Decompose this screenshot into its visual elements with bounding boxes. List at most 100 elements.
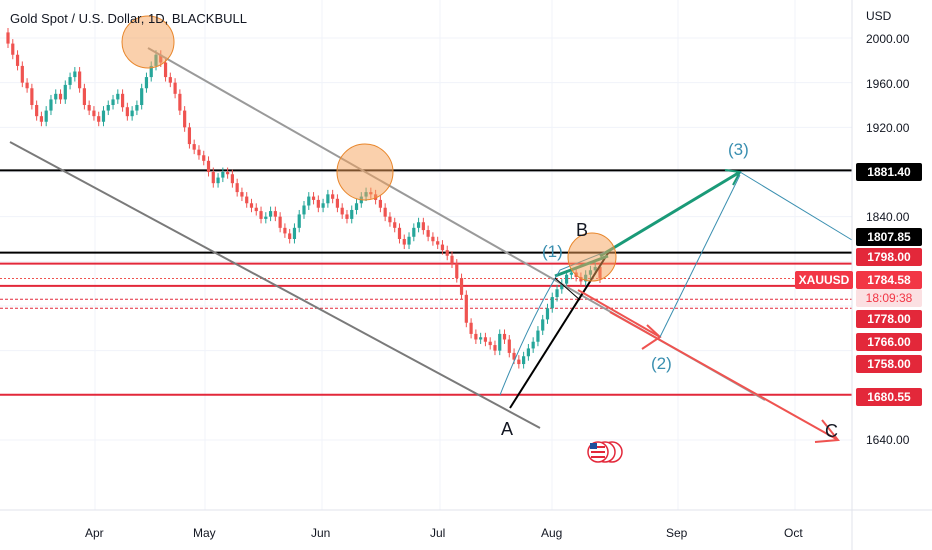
candle-body <box>187 127 192 145</box>
candle-body <box>483 337 488 342</box>
candle-body <box>426 230 430 237</box>
level-tag-1766: 1766.00 <box>856 333 922 351</box>
candle-body <box>288 233 292 239</box>
level-tag-1798: 1798.00 <box>856 248 922 266</box>
candle-body <box>579 276 583 282</box>
candle-body <box>560 283 564 290</box>
x-tick-aug: Aug <box>541 526 563 540</box>
candle-body <box>268 211 273 217</box>
candle-body <box>101 110 106 122</box>
candle-body <box>192 144 196 150</box>
candle-body <box>522 356 526 365</box>
candle-body <box>569 272 573 275</box>
bar-countdown: 18:09:38 <box>856 289 922 307</box>
candle-body <box>354 203 359 210</box>
candle-body <box>545 308 550 320</box>
candle-body <box>173 82 177 94</box>
label-wave-2: (2) <box>651 354 672 373</box>
candle-body <box>421 222 425 231</box>
candle-body <box>307 196 311 206</box>
candle-body <box>321 203 325 208</box>
candle-body <box>78 71 82 89</box>
candle-body <box>302 205 306 215</box>
x-tick-jun: Jun <box>311 526 331 540</box>
candle-body <box>469 322 473 334</box>
candle-body <box>230 174 234 184</box>
candle-body <box>345 214 349 219</box>
candle-body <box>273 211 277 217</box>
current-price-tag: 1784.58 <box>856 271 922 289</box>
candle-body <box>397 227 402 239</box>
candle-body <box>283 227 287 234</box>
level-tag-1807: 1807.85 <box>856 228 922 246</box>
candle-body <box>92 110 96 117</box>
label-wave-1: (1) <box>542 242 563 261</box>
candle-body <box>30 88 34 105</box>
candle-body <box>197 149 201 156</box>
x-tick-sep: Sep <box>666 526 688 540</box>
candle-body <box>326 194 330 204</box>
candle-body <box>292 227 297 239</box>
candle-body <box>202 155 206 161</box>
candle-body <box>512 352 516 360</box>
candle-body <box>259 211 263 219</box>
candles[interactable] <box>6 27 602 369</box>
blue-down-projection <box>739 171 853 241</box>
y-tick-1640: 1640.00 <box>866 433 910 447</box>
x-tick-jul: Jul <box>430 526 446 540</box>
candle-body <box>240 192 244 197</box>
candle-body <box>407 236 411 245</box>
candle-body <box>502 333 507 340</box>
candle-body <box>488 341 492 346</box>
candle-body <box>278 216 282 228</box>
blue-wave-curve <box>499 251 606 396</box>
red-arrow-head-c <box>814 419 840 443</box>
candle-body <box>82 88 86 105</box>
highlight-circle <box>336 143 394 201</box>
candle-body <box>440 244 445 251</box>
wave-1-2-line <box>554 277 581 301</box>
candle-body <box>249 203 254 208</box>
candle-body <box>340 207 344 215</box>
candle-body <box>44 110 48 122</box>
candle-body <box>11 43 15 55</box>
x-tick-apr: Apr <box>85 526 104 540</box>
candle-body <box>144 77 149 89</box>
chart-title: Gold Spot / U.S. Dollar, 1D, BLACKBULL <box>10 11 247 26</box>
candle-body <box>474 333 478 340</box>
candle-body <box>402 239 406 245</box>
candle-body <box>168 77 172 83</box>
candle-body <box>493 345 497 351</box>
candle-body <box>20 65 24 83</box>
label-wave-3: (3) <box>728 140 749 159</box>
candle-body <box>388 216 392 223</box>
red-projection-line <box>577 289 661 338</box>
candle-body <box>479 337 483 340</box>
candle-body <box>216 177 220 184</box>
y-tick-2000: 2000.00 <box>866 32 910 46</box>
highlight-circle <box>121 15 175 69</box>
candle-body <box>206 160 211 172</box>
candle-body <box>226 172 230 175</box>
candle-body <box>183 110 187 128</box>
candle-body <box>264 216 268 219</box>
candle-body <box>73 71 77 78</box>
candle-body <box>245 196 249 204</box>
label-point-a: A <box>501 419 514 439</box>
candle-body <box>383 207 387 217</box>
candle-body <box>393 222 397 228</box>
candle-body <box>507 339 511 353</box>
us-flag-event-icon[interactable] <box>587 441 623 463</box>
candle-body <box>54 93 58 100</box>
candle-body <box>416 222 421 228</box>
candle-body <box>564 274 569 284</box>
trend-drawings <box>9 15 853 443</box>
candle-body <box>15 54 20 66</box>
candle-body <box>517 359 521 365</box>
candle-body <box>297 214 301 228</box>
candle-body <box>536 330 540 342</box>
level-tag-1758: 1758.00 <box>856 355 922 373</box>
candle-body <box>211 172 215 184</box>
green-projection-line <box>599 170 741 258</box>
